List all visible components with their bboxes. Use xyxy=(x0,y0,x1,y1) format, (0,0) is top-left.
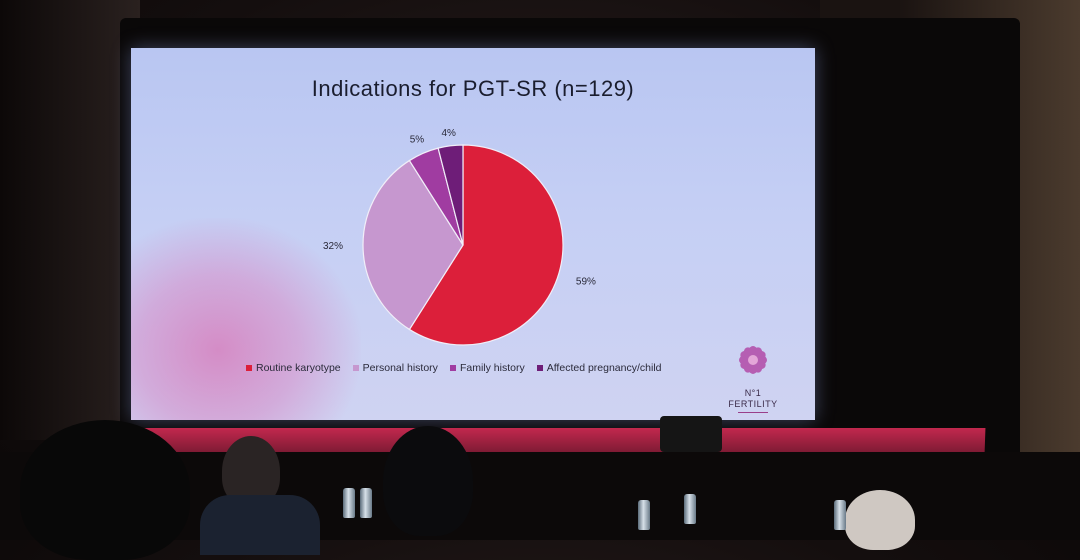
pie-data-label: 32% xyxy=(323,241,343,252)
slide-title: Indications for PGT-SR (n=129) xyxy=(311,76,635,101)
decorative-smoke xyxy=(131,218,361,420)
legend-label: Affected pregnancy/child xyxy=(546,362,662,374)
water-bottle xyxy=(638,500,650,530)
projection-screen: Indications for PGT-SR (n=129) 59% 32% 5% 4… xyxy=(131,48,815,420)
legend-label: Personal history xyxy=(362,362,438,374)
stage-speaker xyxy=(660,416,722,452)
water-bottle xyxy=(343,488,355,518)
water-bottle xyxy=(360,488,372,518)
flower-logo-icon xyxy=(739,346,767,374)
legend-swatch xyxy=(352,365,359,371)
legend-swatch xyxy=(536,365,543,371)
legend-label: Routine karyotype xyxy=(256,362,341,374)
logo-line-2: FERTILITY xyxy=(728,399,778,409)
pie-chart: 59% 32% 5% 4% xyxy=(323,128,596,346)
legend-item-personal-history: Personal history xyxy=(352,362,438,374)
fertility-logo: N°1 FERTILITY xyxy=(721,336,785,413)
auditorium-wall-left xyxy=(0,0,140,440)
logo-line-1: N°1 xyxy=(744,388,762,398)
legend-item-family-history: Family history xyxy=(449,362,525,374)
pie-slice-personal-history xyxy=(362,159,464,331)
audience-body xyxy=(200,495,320,555)
legend-item-affected-pregnancy: Affected pregnancy/child xyxy=(536,362,662,374)
stage-edge xyxy=(84,428,986,454)
pie-data-label: 4% xyxy=(441,128,456,139)
pie-slice-routine-karyotype xyxy=(408,144,564,346)
legend-swatch xyxy=(449,365,456,371)
audience-head xyxy=(222,436,280,506)
legend-label: Family history xyxy=(459,362,525,374)
logo-underline xyxy=(738,412,768,413)
legend-swatch xyxy=(246,365,252,371)
pie-data-label: 59% xyxy=(576,277,596,288)
audience-head xyxy=(383,426,473,536)
audience-head xyxy=(845,490,915,550)
pie-slice-affected-pregnancy-child xyxy=(437,144,464,246)
water-bottle xyxy=(684,494,696,524)
audience-head xyxy=(20,420,190,560)
water-bottle xyxy=(834,500,846,530)
pie-data-label: 5% xyxy=(410,135,425,146)
legend: Routine karyotype Personal history Famil… xyxy=(246,362,662,374)
legend-item-routine-karyotype: Routine karyotype xyxy=(246,362,341,374)
